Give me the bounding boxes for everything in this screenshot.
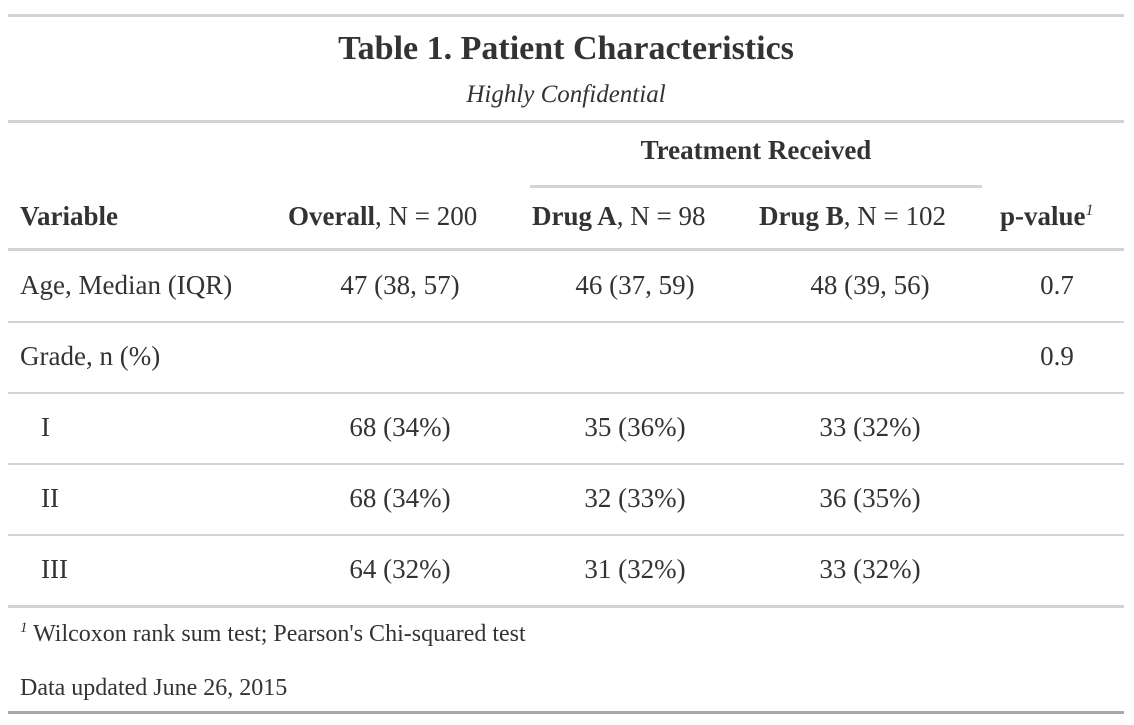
col-header-pvalue: p-value1 [1000,201,1094,232]
table-frame: Table 1. Patient Characteristics Highly … [8,14,1124,714]
cell-age-drug-a: 46 (37, 59) [575,270,695,300]
spanner-rule [530,185,982,188]
cell-grade-iii-drug-b: 33 (32%) [819,554,921,584]
footnote-text: Wilcoxon rank sum test; Pearson's Chi-sq… [33,621,526,647]
col-header-pvalue-label: p-value [1000,201,1086,231]
row-label-age: Age, Median (IQR) [20,270,233,300]
col-header-drug-a-name: Drug A [532,201,617,231]
table-subtitle: Highly Confidential [466,81,666,108]
col-header-variable: Variable [20,201,119,231]
row-label-grade: Grade, n (%) [20,341,161,371]
row-rule [8,463,1124,465]
header-top-rule [8,120,1124,123]
footnote-mark: 1 [20,620,28,636]
spanner-treatment: Treatment Received [640,135,872,165]
footnote: 1 Wilcoxon rank sum test; Pearson's Chi-… [20,620,526,648]
cell-age-drug-b: 48 (39, 56) [810,270,930,300]
cell-age-pvalue: 0.7 [1040,270,1074,300]
col-header-overall-n: , N = 200 [374,201,478,231]
row-rule [8,321,1124,323]
source-note: Data updated June 26, 2015 [20,675,288,701]
cell-grade-iii-overall: 64 (32%) [349,554,451,584]
cell-grade-i-drug-a: 35 (36%) [584,412,686,442]
cell-age-overall: 47 (38, 57) [340,270,460,300]
cell-grade-pvalue: 0.9 [1040,341,1074,371]
cell-grade-i-overall: 68 (34%) [349,412,451,442]
col-header-drug-b-name: Drug B [759,201,844,231]
cell-grade-ii-drug-b: 36 (35%) [819,483,921,513]
header-bottom-rule [8,248,1124,251]
col-header-drug-a-n: , N = 98 [616,201,706,231]
row-label-grade-iii: III [41,554,68,584]
col-header-drug-b: Drug B, N = 102 [759,201,946,232]
table-body-bottom-rule [8,605,1124,608]
row-label-grade-i: I [41,412,50,442]
col-header-pvalue-mark: 1 [1085,202,1094,219]
col-header-drug-b-n: , N = 102 [843,201,946,231]
cell-grade-ii-overall: 68 (34%) [349,483,451,513]
row-rule [8,534,1124,536]
cell-grade-i-drug-b: 33 (32%) [819,412,921,442]
col-header-drug-a: Drug A, N = 98 [532,201,706,232]
cell-grade-ii-drug-a: 32 (33%) [584,483,686,513]
row-label-grade-ii: II [41,483,59,513]
table-title: Table 1. Patient Characteristics [338,30,794,67]
col-header-overall-name: Overall [288,201,375,231]
row-rule [8,392,1124,394]
cell-grade-iii-drug-a: 31 (32%) [584,554,686,584]
col-header-overall: Overall, N = 200 [288,201,477,232]
